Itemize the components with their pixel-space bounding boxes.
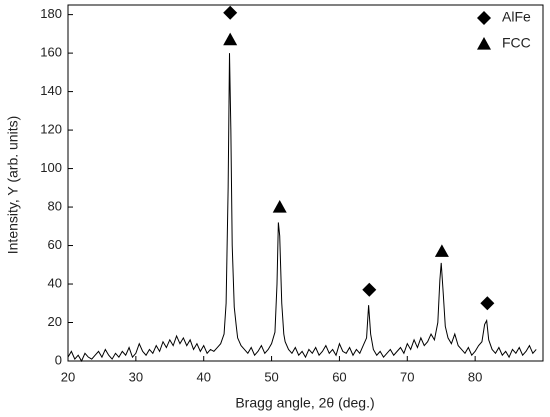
- y-tick-label: 40: [48, 275, 62, 290]
- x-tick-label: 50: [264, 369, 278, 384]
- y-tick-label: 60: [48, 237, 62, 252]
- y-tick-label: 120: [40, 122, 62, 137]
- triangle-marker: [477, 37, 491, 50]
- x-axis-label: Bragg angle, 2θ (deg.): [235, 395, 374, 411]
- data-line: [67, 53, 537, 363]
- triangle-marker: [223, 32, 238, 46]
- y-tick-label: 100: [40, 160, 62, 175]
- y-tick-label: 140: [40, 83, 62, 98]
- y-tick-label: 20: [48, 314, 62, 329]
- x-tick-label: 80: [468, 369, 482, 384]
- x-tick-label: 60: [332, 369, 346, 384]
- diamond-marker: [480, 296, 495, 311]
- x-tick-label: 40: [196, 369, 210, 384]
- legend-label: AlFe: [502, 9, 531, 25]
- triangle-marker: [272, 200, 287, 213]
- triangle-marker: [434, 244, 449, 257]
- diamond-marker: [223, 5, 238, 20]
- x-tick-label: 70: [400, 369, 414, 384]
- x-tick-label: 20: [61, 369, 75, 384]
- y-tick-label: 80: [48, 198, 62, 213]
- diamond-marker: [477, 11, 491, 25]
- diamond-marker: [362, 282, 377, 297]
- y-tick-label: 0: [55, 352, 62, 367]
- legend-label: FCC: [502, 35, 531, 51]
- x-tick-label: 30: [129, 369, 143, 384]
- y-tick-label: 180: [40, 6, 62, 21]
- y-axis-label: Intensity, Y (arb. units): [5, 116, 21, 255]
- plot-frame: [67, 4, 544, 362]
- y-tick-label: 160: [40, 45, 62, 60]
